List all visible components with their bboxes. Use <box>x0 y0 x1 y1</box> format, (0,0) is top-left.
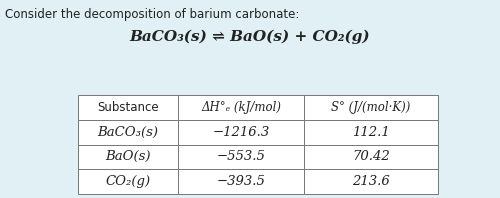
Text: −553.5: −553.5 <box>217 150 266 163</box>
Text: CO₂(g): CO₂(g) <box>106 175 150 188</box>
Text: BaCO₃(s): BaCO₃(s) <box>98 126 158 139</box>
Text: BaCO₃(s) ⇌ BaO(s) + CO₂(g): BaCO₃(s) ⇌ BaO(s) + CO₂(g) <box>130 30 370 44</box>
Bar <box>178 95 304 120</box>
Text: S° (J/(mol·K)): S° (J/(mol·K)) <box>331 101 410 114</box>
Text: Consider the decomposition of barium carbonate:: Consider the decomposition of barium car… <box>5 8 300 21</box>
Bar <box>78 95 178 120</box>
Text: 70.42: 70.42 <box>352 150 390 163</box>
Bar <box>178 145 304 169</box>
Text: ΔH°ₑ (kJ/mol): ΔH°ₑ (kJ/mol) <box>202 101 281 114</box>
Bar <box>304 145 438 169</box>
Bar <box>78 145 178 169</box>
Bar <box>78 169 178 194</box>
Bar <box>304 95 438 120</box>
Text: −393.5: −393.5 <box>217 175 266 188</box>
Text: Substance: Substance <box>97 101 158 114</box>
Bar <box>304 169 438 194</box>
Text: BaO(s): BaO(s) <box>105 150 150 163</box>
Bar <box>178 169 304 194</box>
Text: −1216.3: −1216.3 <box>212 126 270 139</box>
Bar <box>304 120 438 145</box>
Bar <box>78 120 178 145</box>
Bar <box>178 120 304 145</box>
Text: 112.1: 112.1 <box>352 126 390 139</box>
Text: 213.6: 213.6 <box>352 175 390 188</box>
